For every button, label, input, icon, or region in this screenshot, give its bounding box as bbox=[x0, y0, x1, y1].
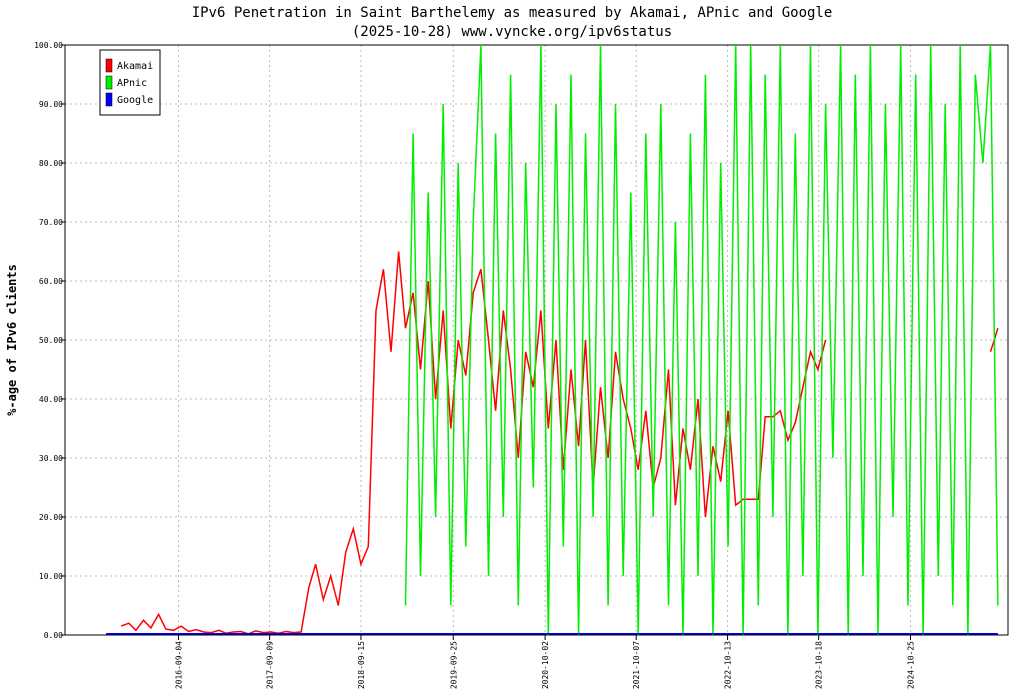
legend-label: Google bbox=[117, 95, 153, 106]
y-tick-label: 30.00 bbox=[39, 454, 63, 463]
legend-label: APnic bbox=[117, 78, 147, 89]
series-line bbox=[404, 44, 999, 636]
legend-swatch bbox=[105, 75, 113, 90]
chart-title: IPv6 Penetration in Saint Barthelemy as … bbox=[192, 5, 833, 21]
y-tick-label: 40.00 bbox=[39, 395, 63, 404]
legend-swatch bbox=[105, 58, 113, 73]
y-tick-label: 20.00 bbox=[39, 513, 63, 522]
x-tick-label: 2019-09-25 bbox=[449, 641, 458, 689]
y-tick-label: 70.00 bbox=[39, 218, 63, 227]
x-tick-label: 2022-10-13 bbox=[724, 641, 733, 689]
chart-subtitle: (2025-10-28) www.vyncke.org/ipv6status bbox=[352, 24, 672, 40]
x-tick-label: 2024-10-25 bbox=[906, 641, 915, 689]
plot-frame bbox=[64, 44, 1009, 636]
x-tick-label: 2018-09-15 bbox=[357, 641, 366, 689]
x-tick-label: 2020-10-02 bbox=[541, 641, 550, 689]
y-tick-label: 10.00 bbox=[39, 572, 63, 581]
x-tick-label: 2016-09-04 bbox=[175, 641, 184, 689]
y-tick-label: 80.00 bbox=[39, 159, 63, 168]
y-tick-label: 50.00 bbox=[39, 336, 63, 345]
y-tick-label: 90.00 bbox=[39, 100, 63, 109]
y-tick-label: 0.00 bbox=[44, 631, 63, 640]
x-tick-label: 2021-10-07 bbox=[632, 641, 641, 689]
y-axis-title: %-age of IPv6 clients bbox=[5, 264, 19, 416]
legend-label: Akamai bbox=[117, 61, 153, 72]
y-tick-label: 60.00 bbox=[39, 277, 63, 286]
x-tick-label: 2023-10-18 bbox=[815, 641, 824, 689]
legend-swatch bbox=[105, 92, 113, 107]
x-tick-label: 2017-09-09 bbox=[266, 641, 275, 689]
y-tick-label: 100.00 bbox=[34, 41, 63, 50]
